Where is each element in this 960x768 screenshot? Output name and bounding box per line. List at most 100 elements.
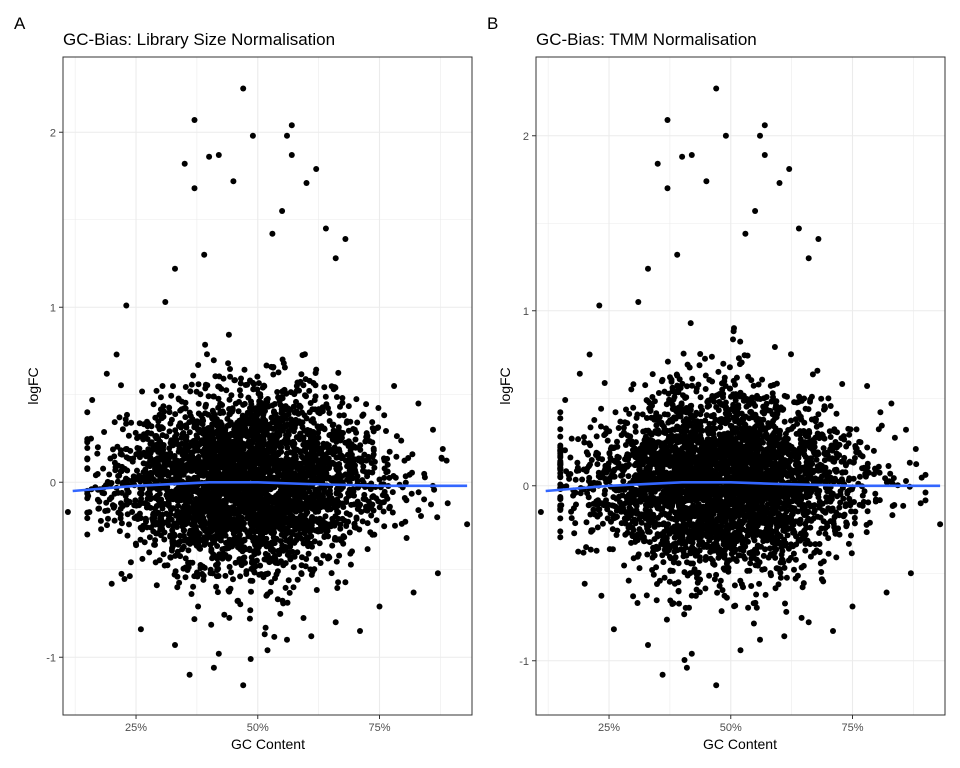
data-point xyxy=(326,410,333,416)
data-point xyxy=(261,382,267,389)
data-point xyxy=(393,433,400,440)
data-point xyxy=(381,523,388,530)
data-point xyxy=(369,419,376,426)
data-point xyxy=(200,576,207,583)
data-point xyxy=(160,551,167,558)
data-point xyxy=(175,395,182,402)
data-point xyxy=(882,475,889,482)
data-point xyxy=(180,527,187,534)
y-tick-label: 1 xyxy=(50,302,56,314)
data-point xyxy=(118,520,125,527)
data-point xyxy=(351,443,358,450)
data-point xyxy=(108,580,115,587)
data-point xyxy=(168,506,174,513)
data-point xyxy=(247,577,254,584)
data-point xyxy=(254,443,261,450)
data-point xyxy=(233,472,239,479)
data-point xyxy=(335,434,342,441)
data-point xyxy=(346,529,353,536)
data-point xyxy=(246,615,253,622)
data-point xyxy=(268,579,275,586)
data-point xyxy=(257,393,264,400)
data-point xyxy=(383,428,389,434)
data-point xyxy=(227,366,233,372)
data-point xyxy=(340,534,347,541)
data-point xyxy=(168,490,175,497)
data-point xyxy=(355,457,362,464)
data-point xyxy=(191,573,198,580)
data-point xyxy=(332,619,339,626)
data-point xyxy=(191,519,198,526)
data-point xyxy=(281,386,288,393)
data-point xyxy=(362,438,369,445)
data-point xyxy=(139,388,146,395)
data-point xyxy=(345,403,352,410)
data-point xyxy=(247,607,254,614)
data-point xyxy=(281,459,288,466)
data-point xyxy=(172,568,179,575)
data-point xyxy=(364,520,371,527)
data-point xyxy=(353,514,360,521)
data-point xyxy=(229,504,236,511)
data-point xyxy=(293,491,300,498)
data-point xyxy=(303,556,310,562)
data-point xyxy=(290,564,297,571)
x-axis-ticks: 25% 50% 75% xyxy=(125,715,391,734)
data-point xyxy=(184,505,191,512)
data-point xyxy=(328,570,335,577)
data-point xyxy=(364,546,371,553)
data-point xyxy=(168,416,175,423)
data-point xyxy=(184,567,191,573)
data-point xyxy=(357,442,364,449)
data-point xyxy=(312,393,319,400)
data-point xyxy=(105,515,111,522)
data-point xyxy=(157,476,164,483)
data-point xyxy=(188,527,195,534)
data-point xyxy=(309,568,316,575)
data-point xyxy=(321,503,328,510)
data-point xyxy=(243,571,250,577)
data-point xyxy=(94,496,101,503)
data-point xyxy=(255,486,262,492)
data-point xyxy=(117,515,124,522)
data-point xyxy=(885,463,892,469)
data-point xyxy=(215,453,222,460)
data-point xyxy=(313,516,320,523)
data-point xyxy=(340,540,347,547)
data-point xyxy=(236,544,243,550)
data-point xyxy=(181,160,188,167)
data-point xyxy=(812,541,819,548)
data-point xyxy=(186,462,193,469)
data-point xyxy=(366,438,373,445)
data-point xyxy=(254,373,261,380)
data-point xyxy=(310,454,316,460)
data-point xyxy=(225,555,232,562)
data-point xyxy=(255,520,262,527)
data-point xyxy=(195,362,202,368)
data-point xyxy=(286,549,292,555)
data-point xyxy=(195,440,202,447)
data-point xyxy=(294,465,301,472)
data-point xyxy=(310,501,316,508)
data-point xyxy=(808,393,815,400)
data-point xyxy=(376,603,383,610)
data-point xyxy=(178,424,184,431)
data-point xyxy=(332,384,339,391)
data-point xyxy=(235,597,241,604)
data-point xyxy=(180,491,187,497)
data-point xyxy=(345,490,352,497)
data-point xyxy=(235,525,242,532)
data-point xyxy=(381,412,388,419)
data-point xyxy=(193,388,200,395)
data-point xyxy=(259,514,266,521)
data-point xyxy=(336,446,342,453)
data-point xyxy=(222,518,229,524)
data-point xyxy=(241,554,248,561)
data-point xyxy=(568,508,575,515)
data-point xyxy=(155,435,162,442)
data-point xyxy=(306,438,313,445)
data-point xyxy=(97,517,104,524)
data-point xyxy=(170,496,177,503)
data-point xyxy=(365,498,372,505)
data-point xyxy=(308,533,315,540)
